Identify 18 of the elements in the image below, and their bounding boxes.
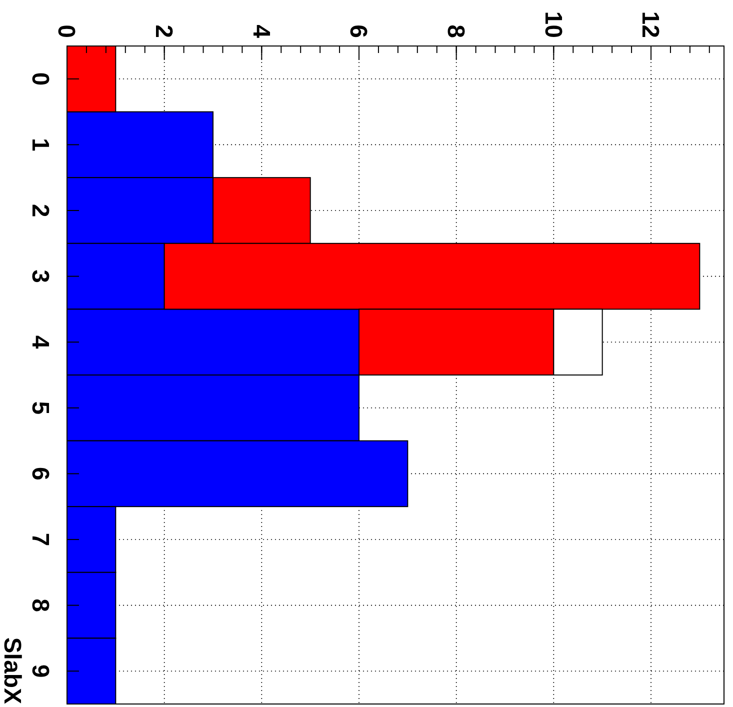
y-tick-label: 5: [26, 401, 54, 415]
y-tick-label: 7: [26, 532, 54, 546]
x-tick-label: 4: [247, 24, 274, 39]
x-tick-label: 6: [344, 24, 372, 38]
y-tick-label: 1: [26, 138, 54, 152]
y-axis-title: SlabX: [0, 637, 26, 704]
x-tick-label: 12: [636, 11, 664, 38]
y-tick-label: 6: [26, 467, 54, 480]
x-tick-label: 0: [52, 24, 80, 38]
y-tick-label: 9: [26, 664, 54, 678]
y-tick-label: 3: [26, 270, 54, 283]
y-tick-label: 2: [26, 204, 54, 218]
x-tick-label: 2: [150, 24, 177, 38]
x-tick-label: 10: [539, 11, 566, 38]
x-tick-label: 8: [442, 24, 469, 38]
y-tick-label: 4: [26, 335, 54, 350]
y-tick-label: 8: [26, 598, 54, 612]
y-tick-label: 0: [26, 72, 54, 86]
